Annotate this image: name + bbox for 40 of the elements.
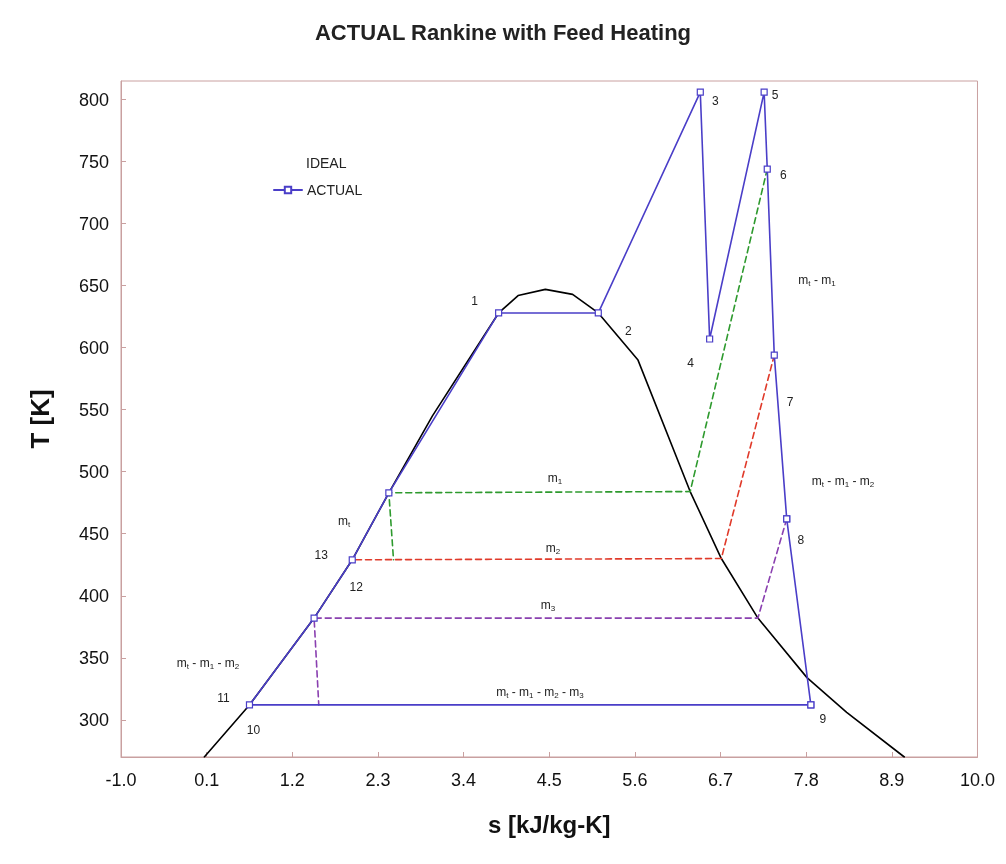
- x-tick-label: 7.8: [793, 770, 819, 790]
- annotation: 1: [471, 293, 479, 308]
- legend-label: ACTUAL: [307, 182, 363, 198]
- y-tick-label: 550: [78, 399, 109, 420]
- annotation: 6: [779, 168, 787, 183]
- y-tick-label: 450: [78, 523, 109, 544]
- annotation: 10: [246, 722, 261, 737]
- annotation: 9: [819, 711, 827, 726]
- annotation: 7: [786, 395, 794, 409]
- y-tick-label: 350: [78, 647, 109, 668]
- y-tick-label: 600: [78, 337, 109, 358]
- y-tick-label: 800: [78, 89, 109, 110]
- y-tick-label: 650: [78, 275, 109, 296]
- legend-title: IDEAL: [306, 155, 347, 171]
- x-axis-title: s [kJ/kg-K]: [487, 810, 611, 838]
- x-tick-label: 0.1: [194, 770, 220, 790]
- annotation: 8: [797, 532, 805, 547]
- annotation: 4: [687, 356, 695, 370]
- annotation: 13: [314, 547, 329, 562]
- annotation: 3: [711, 94, 719, 109]
- y-tick-label: 300: [78, 709, 109, 730]
- annotation: 11: [217, 690, 231, 705]
- x-tick-label: 2.3: [365, 770, 391, 790]
- chart-title: ACTUAL Rankine with Feed Heating: [314, 19, 692, 45]
- y-tick-label: 750: [78, 151, 109, 172]
- x-tick-label: 3.4: [451, 770, 477, 790]
- x-tick-label: 4.5: [536, 770, 562, 790]
- x-tick-label: 8.9: [879, 770, 905, 790]
- x-tick-label: 1.2: [279, 770, 305, 790]
- annotation: 12: [349, 579, 364, 594]
- x-tick-label: -1.0: [105, 770, 137, 790]
- x-tick-label: 6.7: [708, 770, 734, 790]
- annotation: 2: [624, 323, 632, 338]
- y-tick-label: 500: [78, 461, 109, 482]
- y-tick-label: 700: [78, 213, 109, 234]
- x-tick-label: 10.0: [959, 770, 996, 790]
- y-tick-label: 400: [78, 585, 109, 606]
- y-axis-title: T [K]: [25, 389, 55, 449]
- x-tick-label: 5.6: [622, 770, 648, 790]
- annotation: 5: [771, 88, 779, 103]
